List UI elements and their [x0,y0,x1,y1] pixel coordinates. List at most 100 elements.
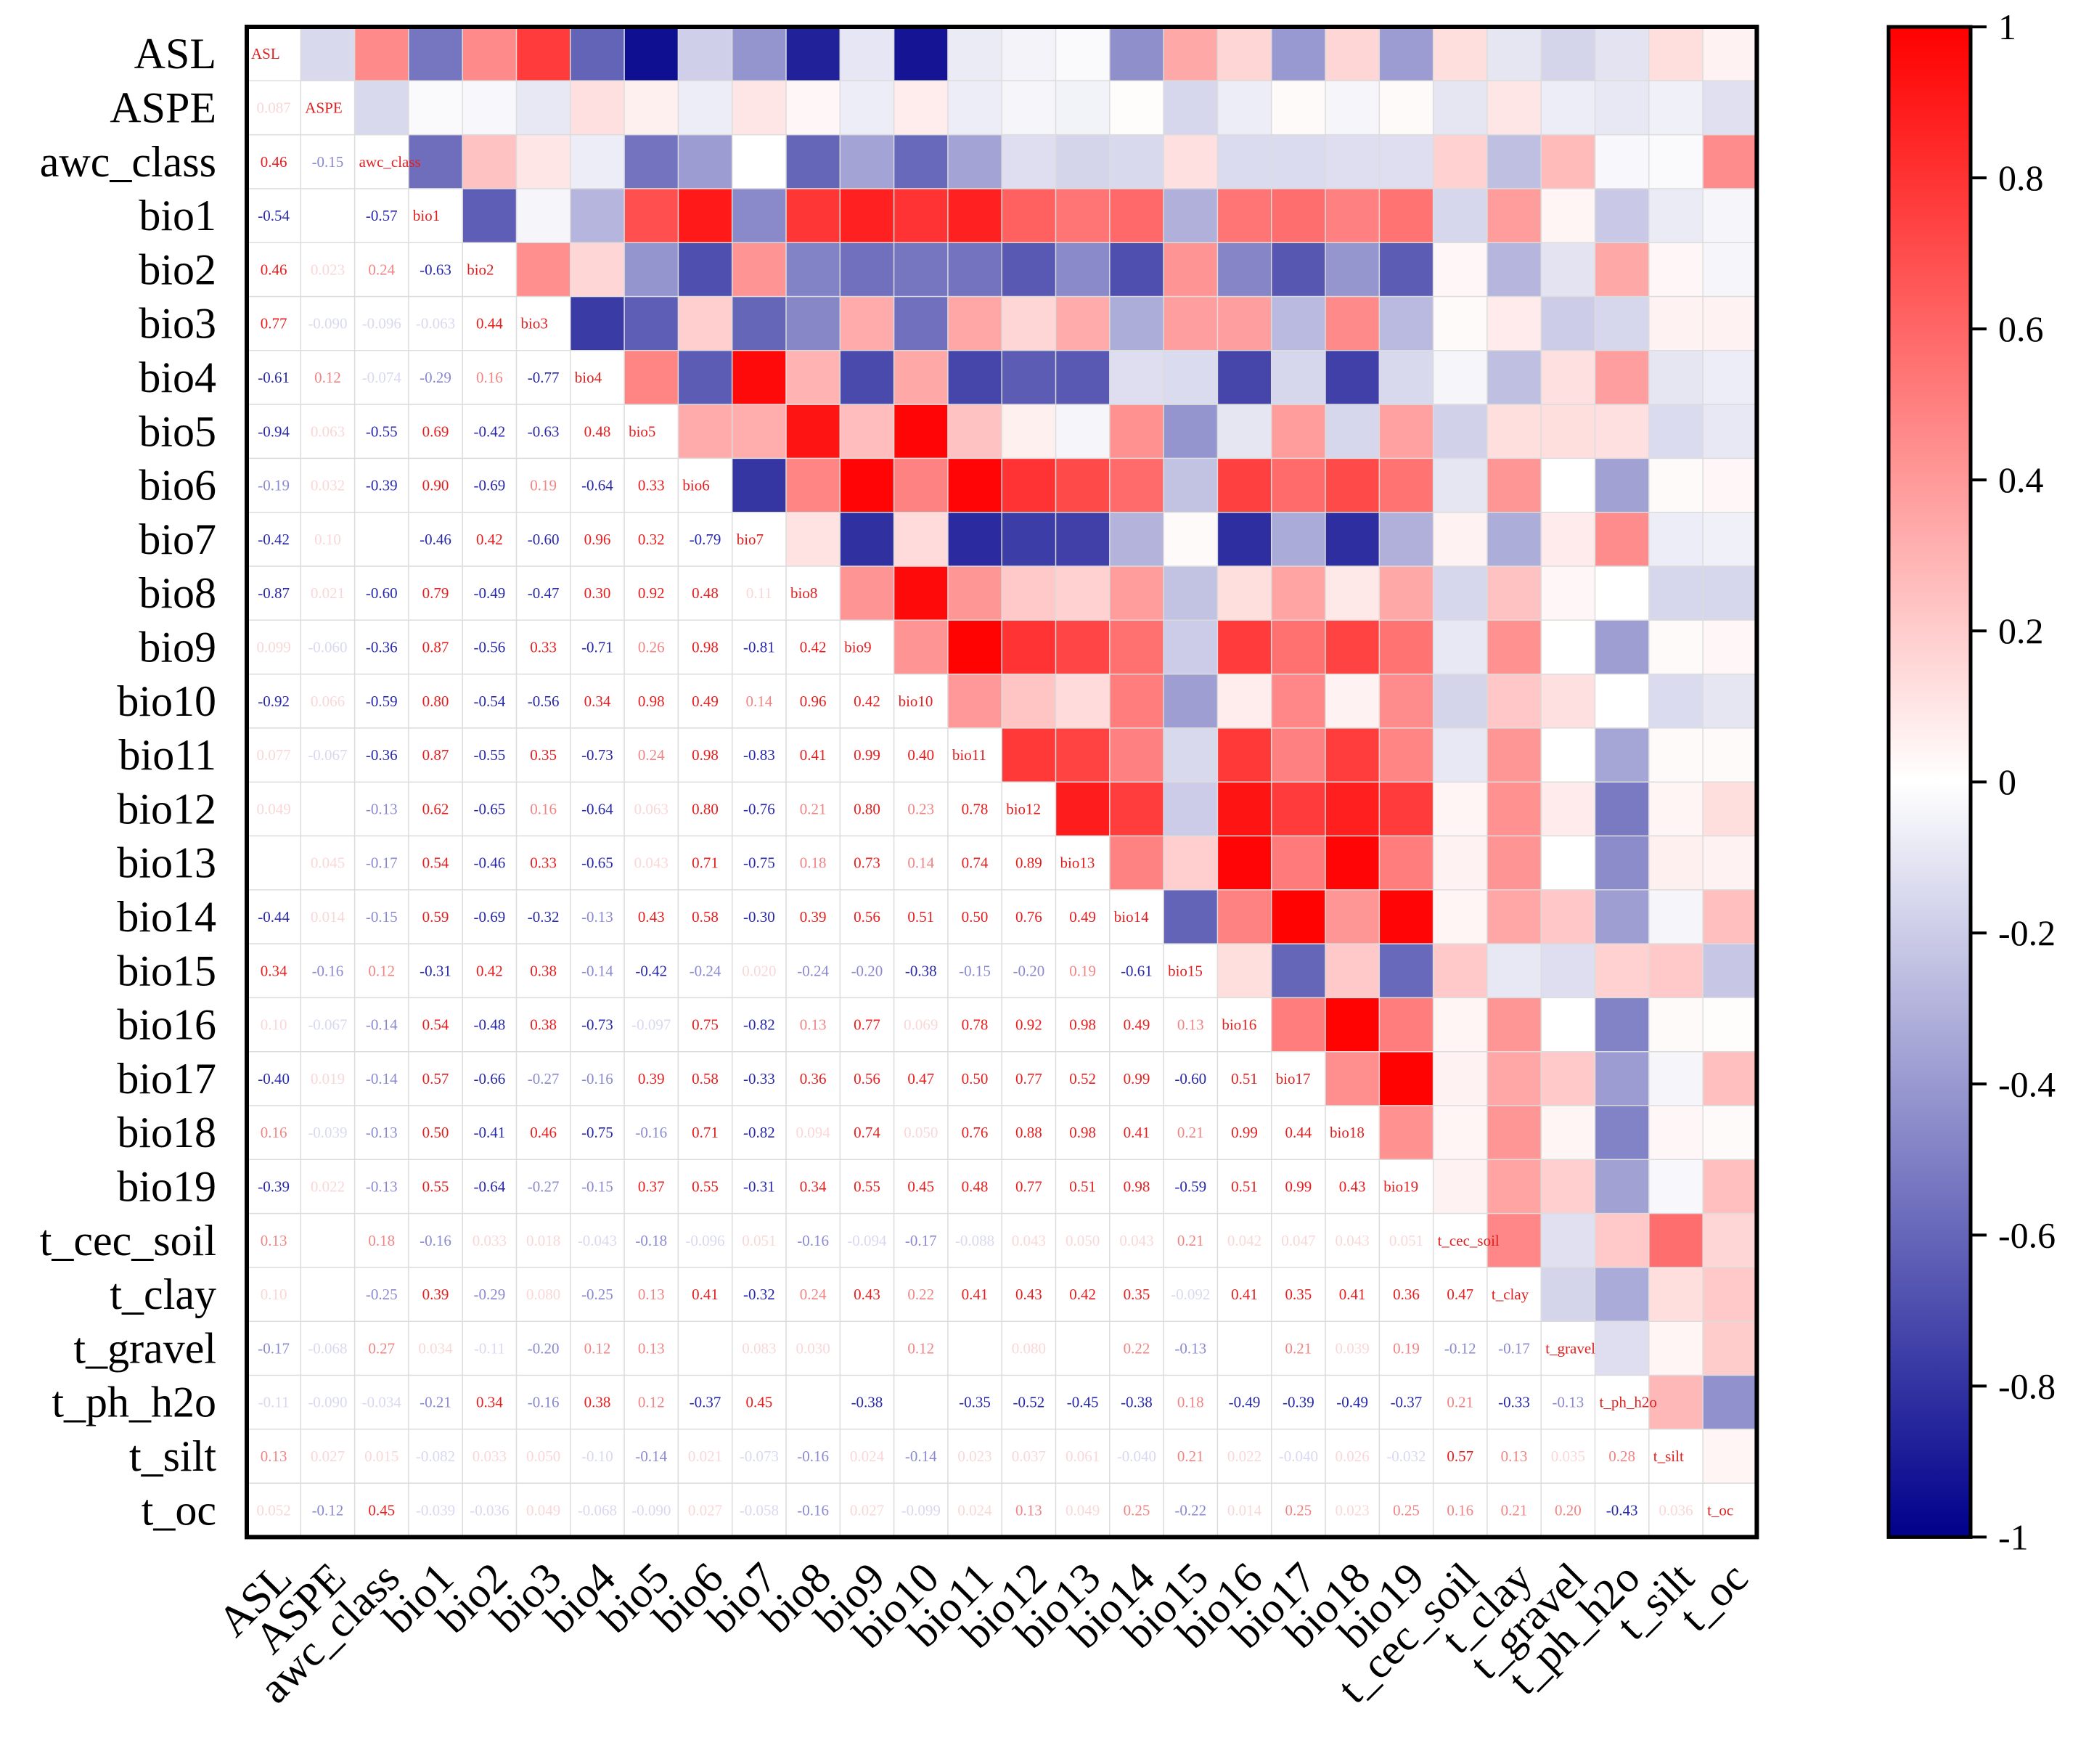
heatmap-cell [1433,1159,1488,1214]
cell-value-label: -0.65 [581,854,613,872]
heatmap-cell [1595,242,1650,297]
cell-value-label: -0.69 [473,477,505,494]
cell-value-label: 0.39 [422,1286,449,1303]
cell-value-label: -0.16 [528,1394,560,1411]
cell-value-label: -0.067 [308,1016,347,1034]
heatmap-cell [840,458,895,513]
cell-value-label: 0.25 [1393,1501,1420,1519]
diagonal-label: bio14 [1114,908,1149,926]
cell-value-label: 0.050 [526,1447,560,1465]
heatmap-cell [1541,512,1595,567]
cell-value-label: -0.14 [581,962,613,979]
cell-value-label: -0.57 [366,207,398,224]
cell-value-label: 0.063 [311,422,345,440]
heatmap-cell [1486,889,1542,944]
heatmap-cell [1109,620,1164,675]
heatmap-cell [732,242,787,297]
heatmap-cell [1595,350,1650,405]
heatmap-cell [1486,782,1542,836]
cell-value-label: 0.35 [1285,1286,1312,1303]
heatmap-cell [1703,944,1757,998]
heatmap-cell [1703,350,1757,405]
cell-value-label: 0.042 [1227,1232,1261,1249]
cell-value-label: -0.60 [1174,1070,1206,1087]
heatmap-cell [1703,620,1757,675]
cell-value-label: 0.035 [1551,1447,1585,1465]
heatmap-cell [1271,27,1326,81]
cell-value-label: 0.34 [261,962,287,979]
heatmap-cell [1325,296,1380,351]
row-label: t_gravel [73,1324,216,1372]
heatmap-cell [1595,727,1650,783]
cell-value-label: 0.036 [1659,1501,1693,1519]
heatmap-cell [893,512,949,567]
cell-value-label: -0.21 [420,1394,451,1411]
heatmap-cell [1271,134,1326,189]
cell-value-label: -0.49 [473,584,505,602]
heatmap-cell [1379,404,1434,459]
cell-value-label: -0.073 [740,1447,779,1465]
heatmap-cell [1433,81,1488,136]
heatmap-cell [893,81,949,136]
cell-value-label: 0.45 [745,1394,772,1411]
cell-value-label: 0.43 [1015,1286,1042,1303]
cell-value-label: 0.76 [962,1124,989,1141]
heatmap-cell [1486,188,1542,243]
cell-value-label: -0.39 [258,1177,290,1195]
heatmap-cell [1541,296,1595,351]
heatmap-cell [1379,944,1434,998]
colorbar-tick-label: 0 [1998,761,2016,802]
heatmap-cell [1541,242,1595,297]
heatmap-cell [1163,404,1218,459]
cell-value-label: 0.26 [638,638,665,656]
heatmap-cell [1703,242,1757,297]
heatmap-cell [1379,512,1434,567]
heatmap-cell [1595,458,1650,513]
heatmap-cell [1271,727,1326,783]
heatmap-cell [1109,242,1164,297]
heatmap-cell [1595,782,1650,836]
cell-value-label: -0.088 [955,1232,994,1249]
cell-value-label: -0.16 [635,1124,667,1141]
cell-value-label: -0.094 [847,1232,887,1249]
cell-value-label: 0.39 [800,908,827,926]
cell-value-label: -0.87 [258,584,290,602]
heatmap-cell [732,81,787,136]
cell-value-label: -0.76 [743,800,775,817]
cell-value-label: 0.32 [638,531,665,548]
heatmap-cell [1541,134,1595,189]
row-label: bio3 [139,300,216,348]
heatmap-cell [840,566,895,621]
heatmap-cell [1486,727,1542,783]
cell-value-label: 0.98 [692,638,719,656]
heatmap-cell [1595,1213,1650,1268]
cell-value-label: -0.19 [258,477,290,494]
cell-value-label: 0.077 [257,746,291,764]
heatmap-cell [1379,727,1434,783]
cell-value-label: -0.45 [1067,1394,1099,1411]
heatmap-cell [1648,1106,1704,1160]
cell-value-label: -0.14 [366,1070,398,1087]
heatmap-cell [1379,674,1434,729]
cell-value-label: 0.41 [1231,1286,1258,1303]
cell-value-label: -0.039 [308,1124,347,1141]
heatmap-cell [1325,512,1380,567]
heatmap-cell [1002,242,1056,297]
heatmap-cell [1648,188,1704,243]
heatmap-cell [1486,296,1542,351]
heatmap-cell [1433,782,1488,836]
heatmap-cell [893,350,949,405]
cell-value-label: 0.59 [422,908,449,926]
cell-value-label: -0.15 [959,962,991,979]
cell-value-label: -0.49 [1336,1394,1368,1411]
row-label: t_clay [110,1270,216,1318]
cell-value-label: 0.12 [907,1339,934,1357]
cell-value-label: -0.42 [473,422,505,440]
heatmap-cell [1703,1213,1757,1268]
diagonal-label: bio2 [467,261,494,278]
cell-value-label: -0.039 [416,1501,455,1519]
cell-value-label: -0.42 [635,962,667,979]
heatmap-cell [840,81,895,136]
row-label: t_silt [129,1432,216,1480]
cell-value-label: 0.42 [476,962,503,979]
